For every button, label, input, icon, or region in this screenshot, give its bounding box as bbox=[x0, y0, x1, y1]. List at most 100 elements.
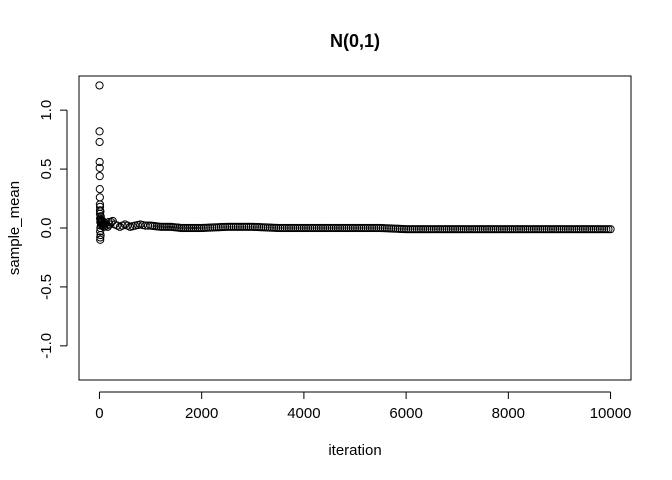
data-point bbox=[510, 225, 519, 234]
data-point bbox=[278, 223, 287, 233]
data-point bbox=[353, 223, 362, 233]
data-point bbox=[474, 225, 483, 234]
x-tick-label: 10000 bbox=[590, 405, 632, 422]
data-point bbox=[525, 225, 534, 234]
data-point bbox=[359, 223, 368, 233]
data-point bbox=[497, 225, 507, 234]
x-axis-title: iteration bbox=[328, 442, 381, 459]
data-point bbox=[181, 223, 190, 233]
x-tick-label: 2000 bbox=[185, 405, 218, 422]
data-point bbox=[333, 223, 343, 233]
data-point bbox=[297, 223, 306, 233]
data-point bbox=[572, 225, 581, 234]
data-point bbox=[472, 225, 481, 234]
data-point bbox=[568, 225, 577, 234]
data-point bbox=[96, 235, 105, 244]
data-point bbox=[540, 225, 549, 234]
data-point bbox=[410, 225, 419, 234]
data-point bbox=[504, 225, 513, 234]
data-point bbox=[538, 225, 547, 234]
data-point bbox=[338, 223, 347, 233]
data-point bbox=[461, 225, 470, 234]
data-point bbox=[312, 223, 321, 233]
data-point bbox=[423, 225, 432, 234]
data-point bbox=[431, 225, 441, 234]
data-point bbox=[293, 223, 302, 233]
y-tick-label: -0.5 bbox=[38, 274, 55, 300]
data-point bbox=[310, 223, 319, 233]
data-point bbox=[463, 225, 472, 234]
data-point bbox=[95, 172, 104, 181]
data-point bbox=[444, 225, 453, 234]
data-point bbox=[489, 225, 498, 234]
data-point bbox=[191, 223, 200, 233]
data-point bbox=[448, 225, 458, 234]
data-point bbox=[502, 225, 511, 234]
data-point bbox=[593, 225, 602, 234]
data-point bbox=[376, 223, 385, 233]
data-point bbox=[546, 225, 556, 234]
data-point bbox=[355, 223, 364, 233]
data-point bbox=[600, 225, 609, 234]
data-point bbox=[453, 225, 462, 234]
data-point bbox=[166, 222, 176, 231]
data-point bbox=[542, 225, 551, 234]
data-point bbox=[597, 225, 607, 234]
data-point bbox=[95, 157, 104, 167]
data-point bbox=[126, 222, 135, 231]
data-point bbox=[493, 225, 502, 234]
data-point bbox=[95, 81, 104, 90]
data-point bbox=[240, 222, 249, 231]
data-point bbox=[365, 223, 375, 233]
data-point bbox=[225, 222, 234, 231]
y-tick-label: 0.0 bbox=[38, 218, 55, 239]
x-tick-label: 6000 bbox=[389, 405, 422, 422]
data-point bbox=[478, 225, 487, 234]
data-point bbox=[527, 225, 536, 234]
data-point bbox=[242, 222, 251, 231]
data-point bbox=[523, 225, 532, 234]
data-point bbox=[412, 225, 421, 234]
data-point bbox=[440, 225, 449, 234]
data-point bbox=[519, 225, 528, 234]
data-point bbox=[357, 223, 366, 233]
data-point bbox=[189, 223, 198, 233]
data-point bbox=[195, 223, 204, 233]
data-point bbox=[95, 163, 104, 173]
data-point bbox=[95, 127, 104, 136]
data-point bbox=[404, 225, 413, 234]
data-point bbox=[141, 221, 150, 230]
data-point bbox=[587, 225, 596, 234]
data-point bbox=[408, 225, 417, 234]
data-point bbox=[361, 223, 370, 233]
data-point bbox=[344, 223, 353, 233]
data-point bbox=[321, 223, 330, 233]
data-point bbox=[223, 222, 232, 231]
data-point bbox=[342, 223, 351, 233]
data-point bbox=[235, 222, 245, 231]
data-point bbox=[544, 225, 553, 234]
data-point bbox=[197, 223, 206, 233]
data-point bbox=[160, 222, 169, 231]
data-point bbox=[563, 225, 573, 234]
data-point bbox=[465, 225, 475, 234]
data-point bbox=[421, 225, 430, 234]
data-point bbox=[308, 223, 317, 233]
data-point bbox=[506, 225, 515, 234]
data-point bbox=[487, 225, 496, 234]
data-point bbox=[557, 225, 566, 234]
data-point bbox=[248, 222, 257, 231]
data-point bbox=[183, 223, 192, 233]
data-point bbox=[185, 223, 194, 233]
data-point bbox=[561, 225, 570, 234]
data-point bbox=[455, 225, 464, 234]
data-point bbox=[427, 225, 436, 234]
data-point bbox=[95, 137, 104, 147]
data-point bbox=[323, 223, 332, 233]
data-point bbox=[164, 222, 174, 231]
x-tick-label: 0 bbox=[95, 405, 103, 422]
data-point bbox=[585, 225, 594, 234]
data-point bbox=[406, 225, 415, 234]
data-point bbox=[227, 222, 236, 231]
data-point bbox=[606, 225, 615, 234]
